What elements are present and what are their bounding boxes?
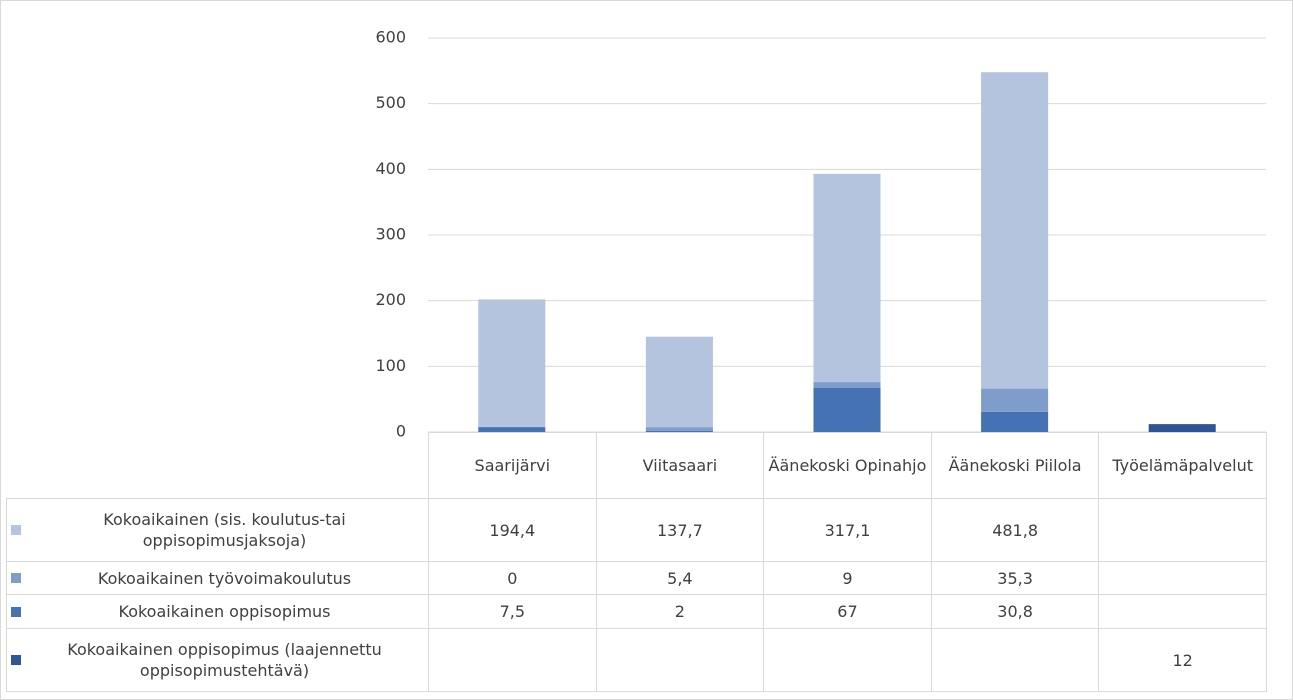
table-cell [1098, 498, 1267, 562]
table-cell: 194,4 [428, 498, 597, 562]
legend-key [11, 606, 21, 617]
bar-segment [645, 427, 713, 431]
bar-segment [645, 336, 713, 428]
table-cell [428, 628, 597, 692]
legend-entry: Kokoaikainen oppisopimus (laajennettu op… [6, 628, 429, 692]
y-tick-label: 100 [375, 356, 406, 375]
x-tick-label: Viitasaari [595, 432, 765, 499]
bar-segment [478, 299, 546, 428]
table-cell: 5,4 [595, 561, 765, 595]
legend-entry: Kokoaikainen työvoimakoulutus [6, 561, 429, 595]
table-cell: 7,5 [428, 594, 597, 629]
legend-key [11, 573, 21, 583]
bar-segment [813, 173, 881, 383]
table-cell [1098, 561, 1267, 595]
bar-segment [981, 411, 1049, 432]
y-tick-label: 600 [375, 28, 406, 47]
table-cell [1098, 594, 1267, 629]
y-tick-label: 0 [396, 422, 406, 441]
x-tick-label: Äänekoski Piilola [930, 432, 1100, 499]
y-tick-label: 200 [375, 290, 406, 309]
table-cell: 317,1 [763, 498, 932, 562]
bar-segment [1148, 424, 1216, 432]
table-cell [595, 628, 765, 692]
legend-key [11, 525, 21, 535]
table-cell: 9 [763, 561, 932, 595]
bar-segment [981, 388, 1049, 412]
table-cell [930, 628, 1100, 692]
table-cell: 2 [595, 594, 765, 629]
table-cell: 12 [1098, 628, 1267, 692]
table-cell [763, 628, 932, 692]
legend-label: Kokoaikainen oppisopimus (laajennettu op… [67, 640, 382, 680]
bar-segment [813, 382, 881, 389]
table-cell: 481,8 [930, 498, 1100, 562]
y-tick-label: 300 [375, 225, 406, 244]
table-cell: 35,3 [930, 561, 1100, 595]
bar-segment [981, 72, 1049, 389]
y-tick-label: 400 [375, 159, 406, 178]
legend-entry: Kokoaikainen (sis. koulutus-tai oppisopi… [6, 498, 429, 562]
legend-label: Kokoaikainen oppisopimus [118, 602, 331, 621]
x-tick-label: Työelämäpalvelut [1098, 432, 1267, 499]
y-tick-label: 500 [375, 93, 406, 112]
legend-key [11, 655, 21, 665]
legend-entry: Kokoaikainen oppisopimus [6, 594, 429, 629]
legend-label: Kokoaikainen (sis. koulutus-tai oppisopi… [103, 510, 346, 550]
table-cell: 0 [428, 561, 597, 595]
table-cell: 30,8 [930, 594, 1100, 629]
table-cell: 67 [763, 594, 932, 629]
x-tick-label: Saarijärvi [428, 432, 597, 499]
bar-segment [645, 430, 713, 432]
x-tick-label: Äänekoski Opinahjo [763, 432, 932, 499]
bar-segment [478, 427, 546, 432]
table-cell: 137,7 [595, 498, 765, 562]
bar-segment [813, 388, 881, 432]
legend-label: Kokoaikainen työvoimakoulutus [97, 568, 352, 588]
